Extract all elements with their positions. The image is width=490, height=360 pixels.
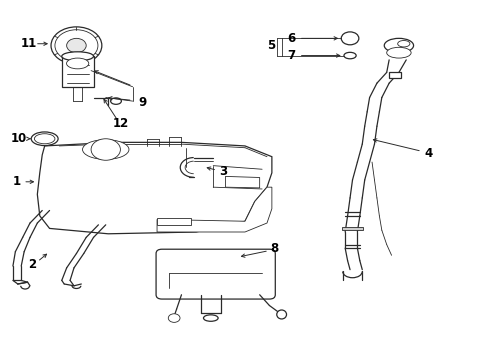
Text: 6: 6 <box>287 32 295 45</box>
Circle shape <box>67 39 86 53</box>
Circle shape <box>168 314 180 322</box>
Ellipse shape <box>387 47 411 58</box>
Ellipse shape <box>67 58 89 69</box>
Circle shape <box>51 27 102 64</box>
Text: 3: 3 <box>219 165 227 177</box>
Circle shape <box>341 32 359 45</box>
Ellipse shape <box>384 39 414 53</box>
Text: 9: 9 <box>138 96 147 109</box>
Ellipse shape <box>34 134 55 144</box>
Ellipse shape <box>398 41 410 47</box>
Circle shape <box>55 30 98 61</box>
Ellipse shape <box>111 98 122 104</box>
Polygon shape <box>37 142 272 234</box>
Text: 2: 2 <box>28 258 37 271</box>
Ellipse shape <box>203 315 218 321</box>
Ellipse shape <box>82 140 129 159</box>
Text: 8: 8 <box>270 242 278 255</box>
FancyBboxPatch shape <box>156 249 275 299</box>
Text: 11: 11 <box>21 37 37 50</box>
Polygon shape <box>157 187 272 232</box>
Polygon shape <box>225 176 260 188</box>
Text: 12: 12 <box>112 117 128 130</box>
Text: 7: 7 <box>287 49 295 62</box>
Ellipse shape <box>277 310 287 319</box>
Text: 5: 5 <box>267 39 275 52</box>
Text: 10: 10 <box>11 132 27 145</box>
Polygon shape <box>342 226 363 230</box>
Polygon shape <box>157 218 191 225</box>
Circle shape <box>91 139 121 160</box>
Polygon shape <box>62 56 94 87</box>
Text: 4: 4 <box>424 147 432 159</box>
Ellipse shape <box>344 52 356 59</box>
Text: 1: 1 <box>12 175 21 188</box>
Ellipse shape <box>62 52 94 61</box>
Polygon shape <box>389 72 401 78</box>
Ellipse shape <box>31 132 58 145</box>
